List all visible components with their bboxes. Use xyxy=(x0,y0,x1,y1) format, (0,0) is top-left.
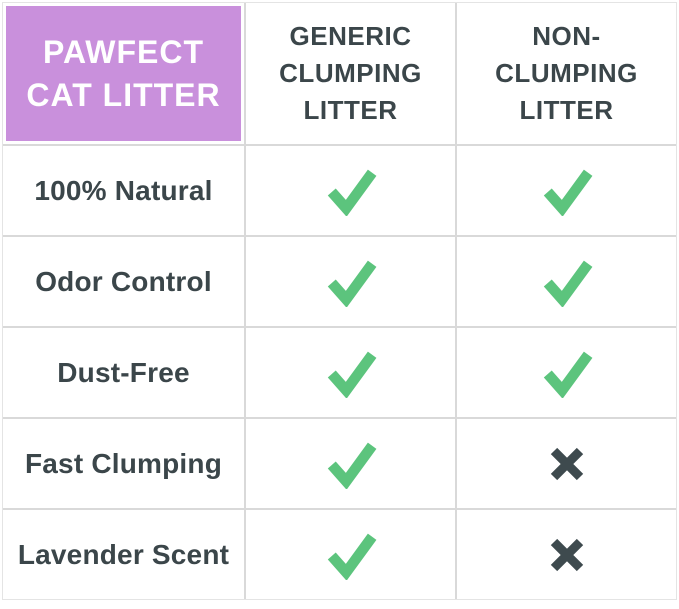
check-icon xyxy=(327,533,376,580)
mark-cell-generic xyxy=(246,510,455,599)
mark-cell-non-clumping xyxy=(457,146,676,235)
check-icon xyxy=(327,260,376,307)
column-header-label: GENERIC CLUMPING LITTER xyxy=(279,21,422,125)
mark-cell-generic xyxy=(246,146,455,235)
check-icon xyxy=(327,351,376,398)
mark-cell-non-clumping xyxy=(457,237,676,326)
check-icon xyxy=(543,169,592,216)
check-icon xyxy=(327,169,376,216)
feature-label-dust-free: Dust-Free xyxy=(3,328,244,417)
feature-label-100-natural: 100% Natural xyxy=(3,146,244,235)
column-header-label: NON-CLUMPING LITTER xyxy=(495,21,638,125)
check-icon xyxy=(543,260,592,307)
feature-label-odor-control: Odor Control xyxy=(3,237,244,326)
brand-name-line1: PAWFECT xyxy=(42,33,205,70)
mark-cell-non-clumping xyxy=(457,510,676,599)
feature-label-lavender-scent: Lavender Scent xyxy=(3,510,244,599)
mark-cell-generic xyxy=(246,328,455,417)
cross-icon xyxy=(550,538,583,571)
feature-label-fast-clumping: Fast Clumping xyxy=(3,419,244,508)
cross-icon xyxy=(550,447,583,480)
brand-name-line2: CAT LITTER xyxy=(26,76,221,113)
check-icon xyxy=(543,351,592,398)
brand-header-cell: PAWFECT CAT LITTER xyxy=(3,3,244,144)
column-header-non-clumping: NON-CLUMPING LITTER xyxy=(457,3,676,144)
mark-cell-generic xyxy=(246,237,455,326)
mark-cell-non-clumping xyxy=(457,419,676,508)
check-icon xyxy=(327,442,376,489)
comparison-table: PAWFECT CAT LITTER GENERIC CLUMPING LITT… xyxy=(2,2,677,600)
mark-cell-generic xyxy=(246,419,455,508)
mark-cell-non-clumping xyxy=(457,328,676,417)
column-header-generic-clumping: GENERIC CLUMPING LITTER xyxy=(246,3,455,144)
